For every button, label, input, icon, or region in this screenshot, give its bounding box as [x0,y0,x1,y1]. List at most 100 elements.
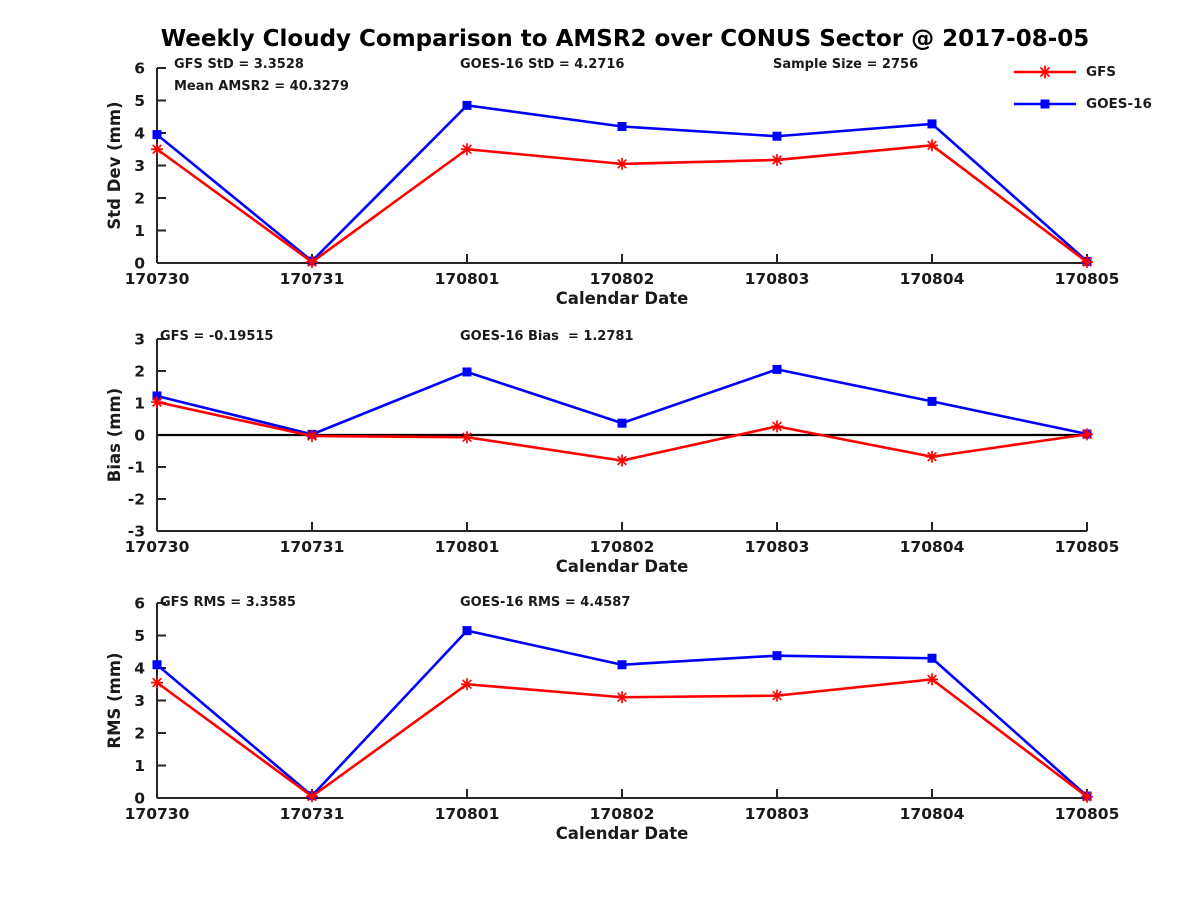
annotation-mean-amsr2: Mean AMSR2 = 40.3279 [174,79,349,94]
std-dev-asterisk-marker [616,157,628,170]
bias-square-marker [772,364,782,374]
bias-y-tick-label: 0 [134,427,145,445]
rms-y-tick-label: 4 [134,660,145,678]
std-dev-asterisk-marker [151,143,163,156]
bias-square-marker [617,418,627,428]
legend-label-gfs: GFS [1086,64,1117,80]
rms-y-tick-label: 6 [134,595,145,613]
std-dev-y-tick-label: 1 [134,222,145,240]
std-dev-y-tick-label: 5 [134,92,145,110]
std-dev-square-marker [772,131,782,141]
rms-y-tick-label: 2 [134,725,145,743]
gfs-line-marker-icon [1014,65,1076,79]
std-dev-x-tick-label: 170802 [590,270,655,288]
bias-y-tick-label: 1 [134,395,145,413]
std-dev-y-tick-label: 4 [134,125,145,143]
rms-x-tick-label: 170804 [900,805,965,823]
annotation-goes16-bias: GOES-16 Bias = 1.2781 [460,329,634,344]
bias-asterisk-marker [461,431,473,444]
bias-x-axis-label: Calendar Date [556,557,689,576]
rms-y-tick-label: 1 [134,757,145,775]
rms-x-tick-label: 170803 [745,805,810,823]
std-dev-asterisk-marker [1081,256,1093,269]
rms-x-tick-label: 170805 [1055,805,1120,823]
rms-square-marker [617,660,627,670]
rms-square-marker [462,626,472,636]
bias-y-tick-label: -1 [128,459,145,477]
bias-y-tick-label: -3 [128,523,145,541]
bias-x-tick-label: 170802 [590,538,655,556]
rms-asterisk-marker [151,676,163,689]
rms-asterisk-marker [616,691,628,704]
bias-square-marker [152,391,162,401]
annotation-goes16-std: GOES-16 StD = 4.2716 [460,57,625,72]
bias-asterisk-marker [771,420,783,433]
annotation-goes16-rms: GOES-16 RMS = 4.4587 [460,595,631,610]
bias-x-tick-label: 170804 [900,538,965,556]
std-dev-y-axis-label: Std Dev (mm) [105,101,124,229]
bias-y-axis-label: Bias (mm) [105,388,124,482]
rms-x-tick-label: 170731 [280,805,345,823]
rms-asterisk-marker [461,678,473,691]
std-dev-y-tick-label: 2 [134,190,145,208]
annotation-gfs-rms: GFS RMS = 3.3585 [160,595,296,610]
rms-square-marker [927,653,937,663]
std-dev-square-marker [617,122,627,131]
std-dev-x-tick-label: 170803 [745,270,810,288]
rms-x-tick-label: 170730 [125,805,190,823]
std-dev-y-tick-label: 6 [134,60,145,78]
bias-series-line-gfs [156,400,1088,462]
annotation-sample-size: Sample Size = 2756 [773,57,919,72]
rms-x-axis-label: Calendar Date [556,824,689,843]
std-dev-x-tick-label: 170730 [125,270,190,288]
std-dev-square-marker [462,100,472,110]
bias-x-tick-label: 170730 [125,538,190,556]
legend-item-goes16: GOES-16 [1012,95,1152,113]
std-dev-asterisk-marker [771,153,783,166]
bias-x-tick-label: 170805 [1055,538,1120,556]
rms-square-marker [772,651,782,661]
std-dev-x-axis-label: Calendar Date [556,289,689,308]
legend: GFS GOES-16 [1012,63,1152,127]
rms-y-tick-label: 0 [134,790,145,808]
rms-asterisk-marker [1081,790,1093,803]
rms-x-tick-label: 170802 [590,805,655,823]
bias-y-tick-label: 2 [134,363,145,381]
legend-item-gfs: GFS [1012,63,1152,81]
rms-x-tick-label: 170801 [435,805,500,823]
bias-asterisk-marker [306,429,318,442]
bias-asterisk-marker [616,454,628,467]
std-dev-asterisk-marker [306,256,318,269]
annotation-gfs-std: GFS StD = 3.3528 [174,57,304,72]
rms-asterisk-marker [926,673,938,686]
rms-square-marker [152,660,162,670]
std-dev-x-tick-label: 170805 [1055,270,1120,288]
bias-square-marker [927,396,937,406]
std-dev-y-tick-label: 3 [134,157,145,175]
bias-square-marker [462,367,472,377]
std-dev-x-tick-label: 170804 [900,270,965,288]
bias-x-tick-label: 170801 [435,538,500,556]
bias-x-tick-label: 170803 [745,538,810,556]
goes16-line-marker-icon [1014,99,1076,109]
bias-asterisk-marker [151,396,163,409]
bias-x-tick-label: 170731 [280,538,345,556]
std-dev-x-tick-label: 170801 [435,270,500,288]
rms-y-tick-label: 5 [134,627,145,645]
bias-asterisk-marker [1081,428,1093,441]
rms-y-axis-label: RMS (mm) [105,652,124,748]
std-dev-square-marker [152,130,162,140]
legend-label-goes16: GOES-16 [1086,96,1152,112]
annotation-gfs-bias: GFS = -0.19515 [160,329,274,344]
rms-asterisk-marker [771,689,783,702]
std-dev-square-marker [927,119,937,129]
rms-series-line-goes-16 [156,629,1088,798]
bias-asterisk-marker [926,450,938,463]
std-dev-y-tick-label: 0 [134,255,145,273]
std-dev-x-tick-label: 170731 [280,270,345,288]
std-dev-asterisk-marker [461,143,473,156]
rms-asterisk-marker [306,790,318,803]
bias-y-tick-label: -2 [128,491,145,509]
